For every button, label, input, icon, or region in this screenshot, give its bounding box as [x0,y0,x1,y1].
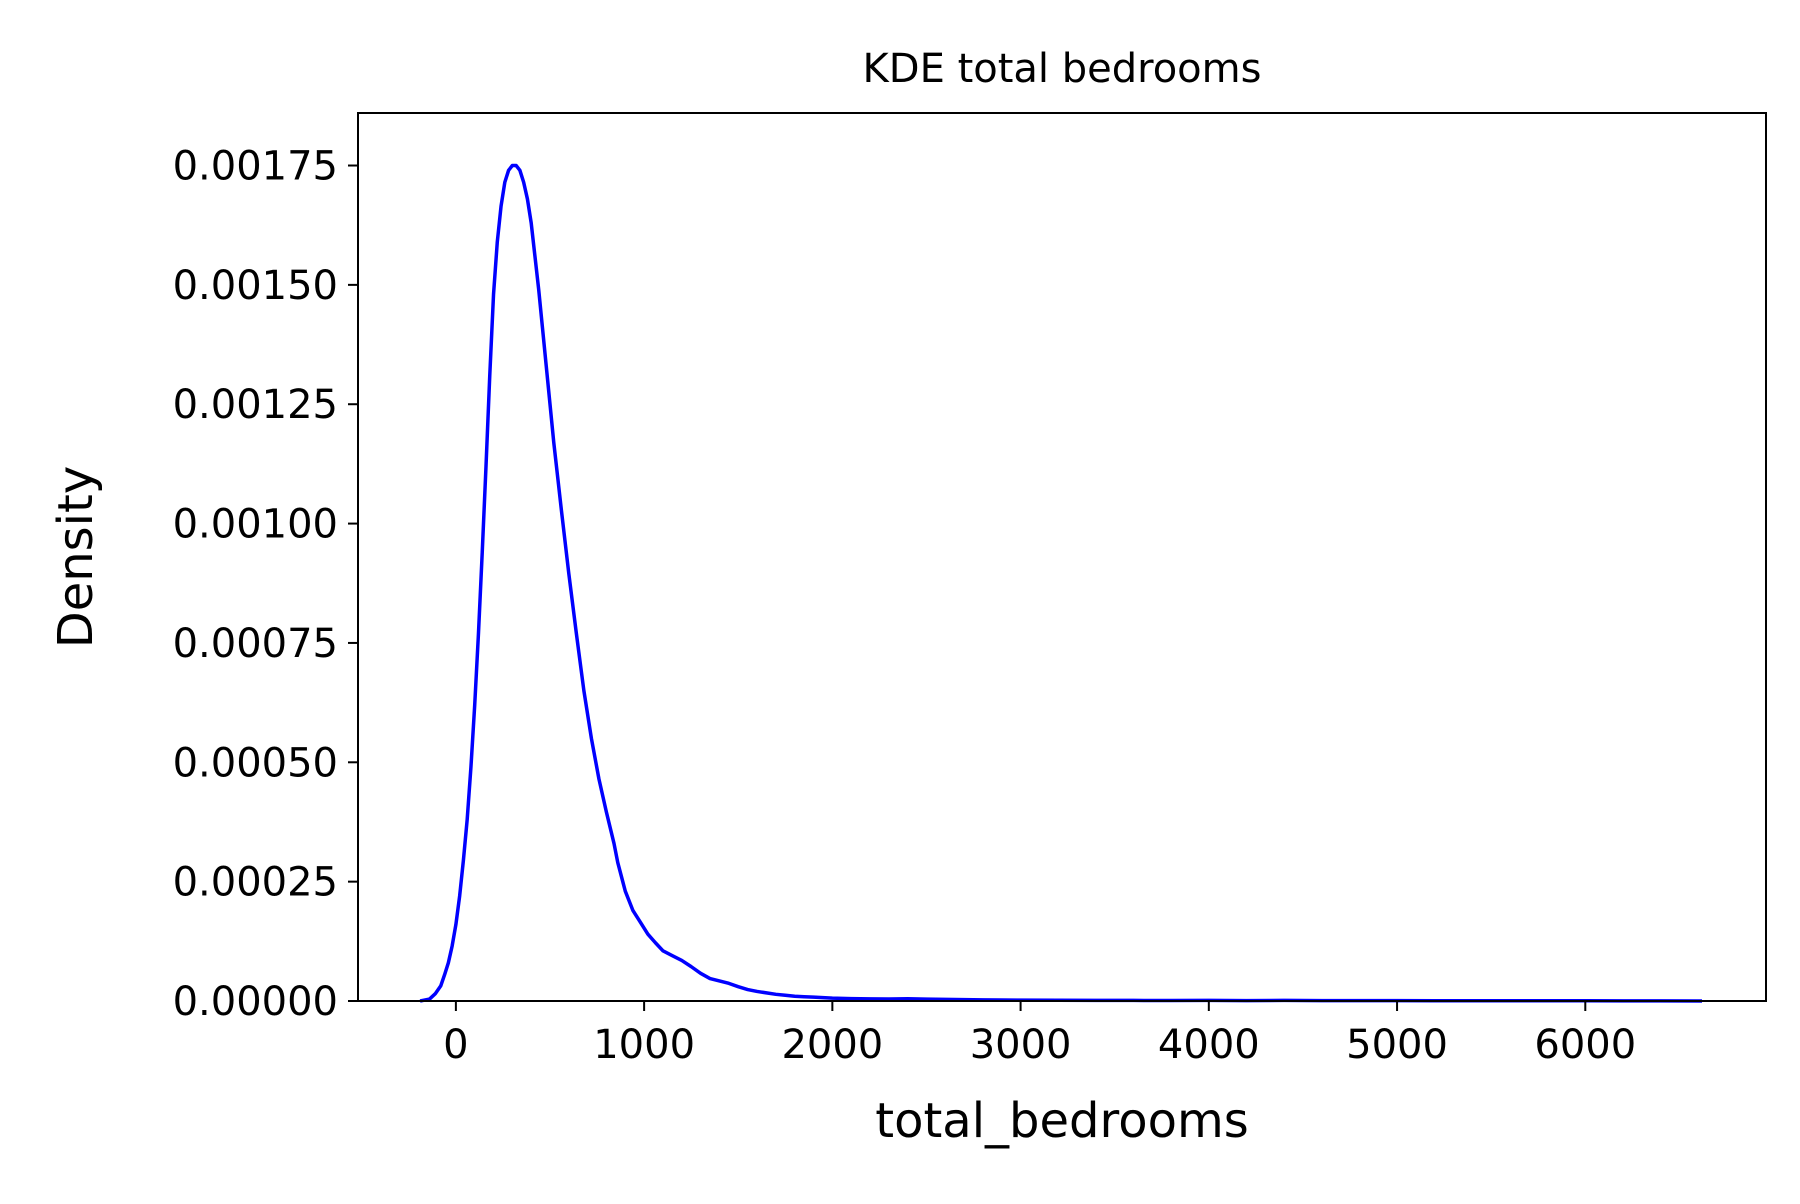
x-tick-label: 5000 [1346,1022,1448,1068]
x-axis-ticks: 0 1000 2000 3000 4000 5000 6000 [443,1001,1636,1068]
x-tick-label: 6000 [1534,1022,1636,1068]
y-tick-label: 0.00025 [173,860,338,906]
y-axis-ticks: 0.00000 0.00025 0.00050 0.00075 0.00100 0.001… [173,144,358,1025]
plot-area [357,112,1767,1003]
y-tick-label: 0.00150 [173,263,338,309]
x-tick-label: 3000 [970,1022,1072,1068]
y-tick-label: 0.00175 [173,144,338,190]
x-tick-label: 2000 [781,1022,883,1068]
y-tick-label: 0.00125 [173,382,338,428]
y-tick-label: 0.00075 [173,621,338,667]
axes-frame [357,112,1767,1002]
x-tick-label: 1000 [593,1022,695,1068]
x-tick-label: 4000 [1158,1022,1260,1068]
x-axis-label: total_bedrooms [875,1093,1248,1149]
y-tick-label: 0.00100 [173,502,338,548]
x-tick-label: 0 [443,1022,468,1068]
y-tick-label: 0.00000 [173,979,338,1025]
y-tick-label: 0.00050 [173,740,338,786]
chart-title: KDE total bedrooms [863,46,1262,92]
y-axis-label: Density [48,466,104,648]
